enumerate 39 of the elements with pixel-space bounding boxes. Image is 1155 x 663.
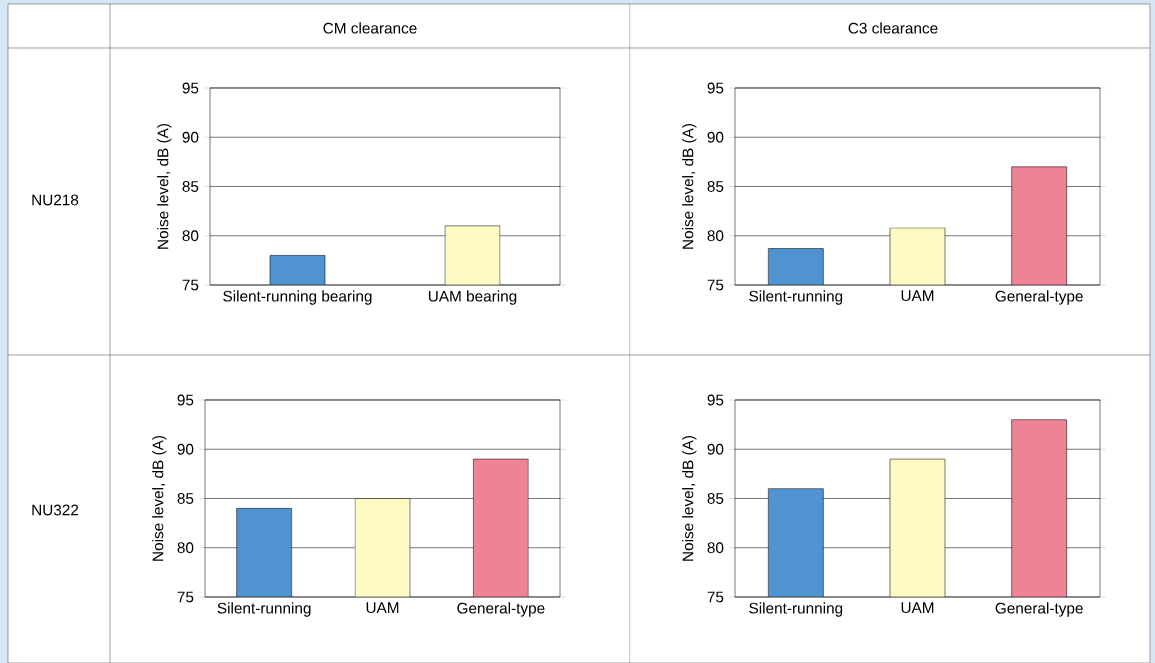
- x-tick-label: Silent-running: [749, 602, 843, 617]
- x-tick-label: UAM: [901, 602, 934, 614]
- y-tick-label: 90: [182, 131, 199, 143]
- y-tick-label: 80: [182, 230, 199, 242]
- y-tick-label: 75: [707, 591, 724, 603]
- y-tick-label: 95: [707, 82, 724, 94]
- y-axis-title: Noise level, dB (A): [682, 435, 697, 561]
- y-axis-title: Noise level, dB (A): [157, 123, 172, 249]
- y-tick-label: 75: [707, 279, 724, 291]
- y-tick-label: 85: [182, 181, 199, 192]
- chart-title: CM clearance: [323, 22, 417, 34]
- x-tick-label: Silent-running: [217, 602, 311, 617]
- x-tick-label: General-type: [995, 602, 1083, 617]
- y-tick-label: 90: [707, 131, 724, 143]
- x-tick-label: Silent-running: [749, 290, 843, 305]
- y-tick-label: 80: [177, 542, 194, 554]
- x-tick-label: UAM: [901, 290, 934, 302]
- y-tick-label: 80: [707, 230, 724, 242]
- text: NU218: [32, 194, 79, 206]
- y-tick-label: 90: [177, 443, 194, 455]
- y-tick-label: 75: [182, 279, 199, 291]
- y-tick-label: 95: [707, 394, 724, 406]
- y-tick-label: 95: [182, 82, 199, 94]
- y-axis-title: Noise level, dB (A): [152, 435, 167, 561]
- y-tick-label: 85: [707, 181, 724, 192]
- x-tick-label: General-type: [995, 290, 1083, 305]
- y-tick-label: 90: [707, 443, 724, 455]
- y-tick-label: 95: [177, 394, 194, 406]
- y-tick-label: 85: [707, 493, 724, 504]
- chart-title: C3 clearance: [848, 22, 938, 34]
- x-tick-label: UAM: [366, 602, 399, 614]
- text: NU322: [32, 504, 79, 516]
- x-tick-label: UAM bearing: [428, 290, 517, 305]
- y-tick-label: 85: [177, 493, 194, 504]
- x-tick-label: Silent-running bearing: [223, 290, 372, 305]
- y-tick-label: 80: [707, 542, 724, 554]
- y-tick-label: 75: [177, 591, 194, 603]
- x-tick-label: General-type: [457, 602, 545, 617]
- y-axis-title: Noise level, dB (A): [682, 123, 697, 249]
